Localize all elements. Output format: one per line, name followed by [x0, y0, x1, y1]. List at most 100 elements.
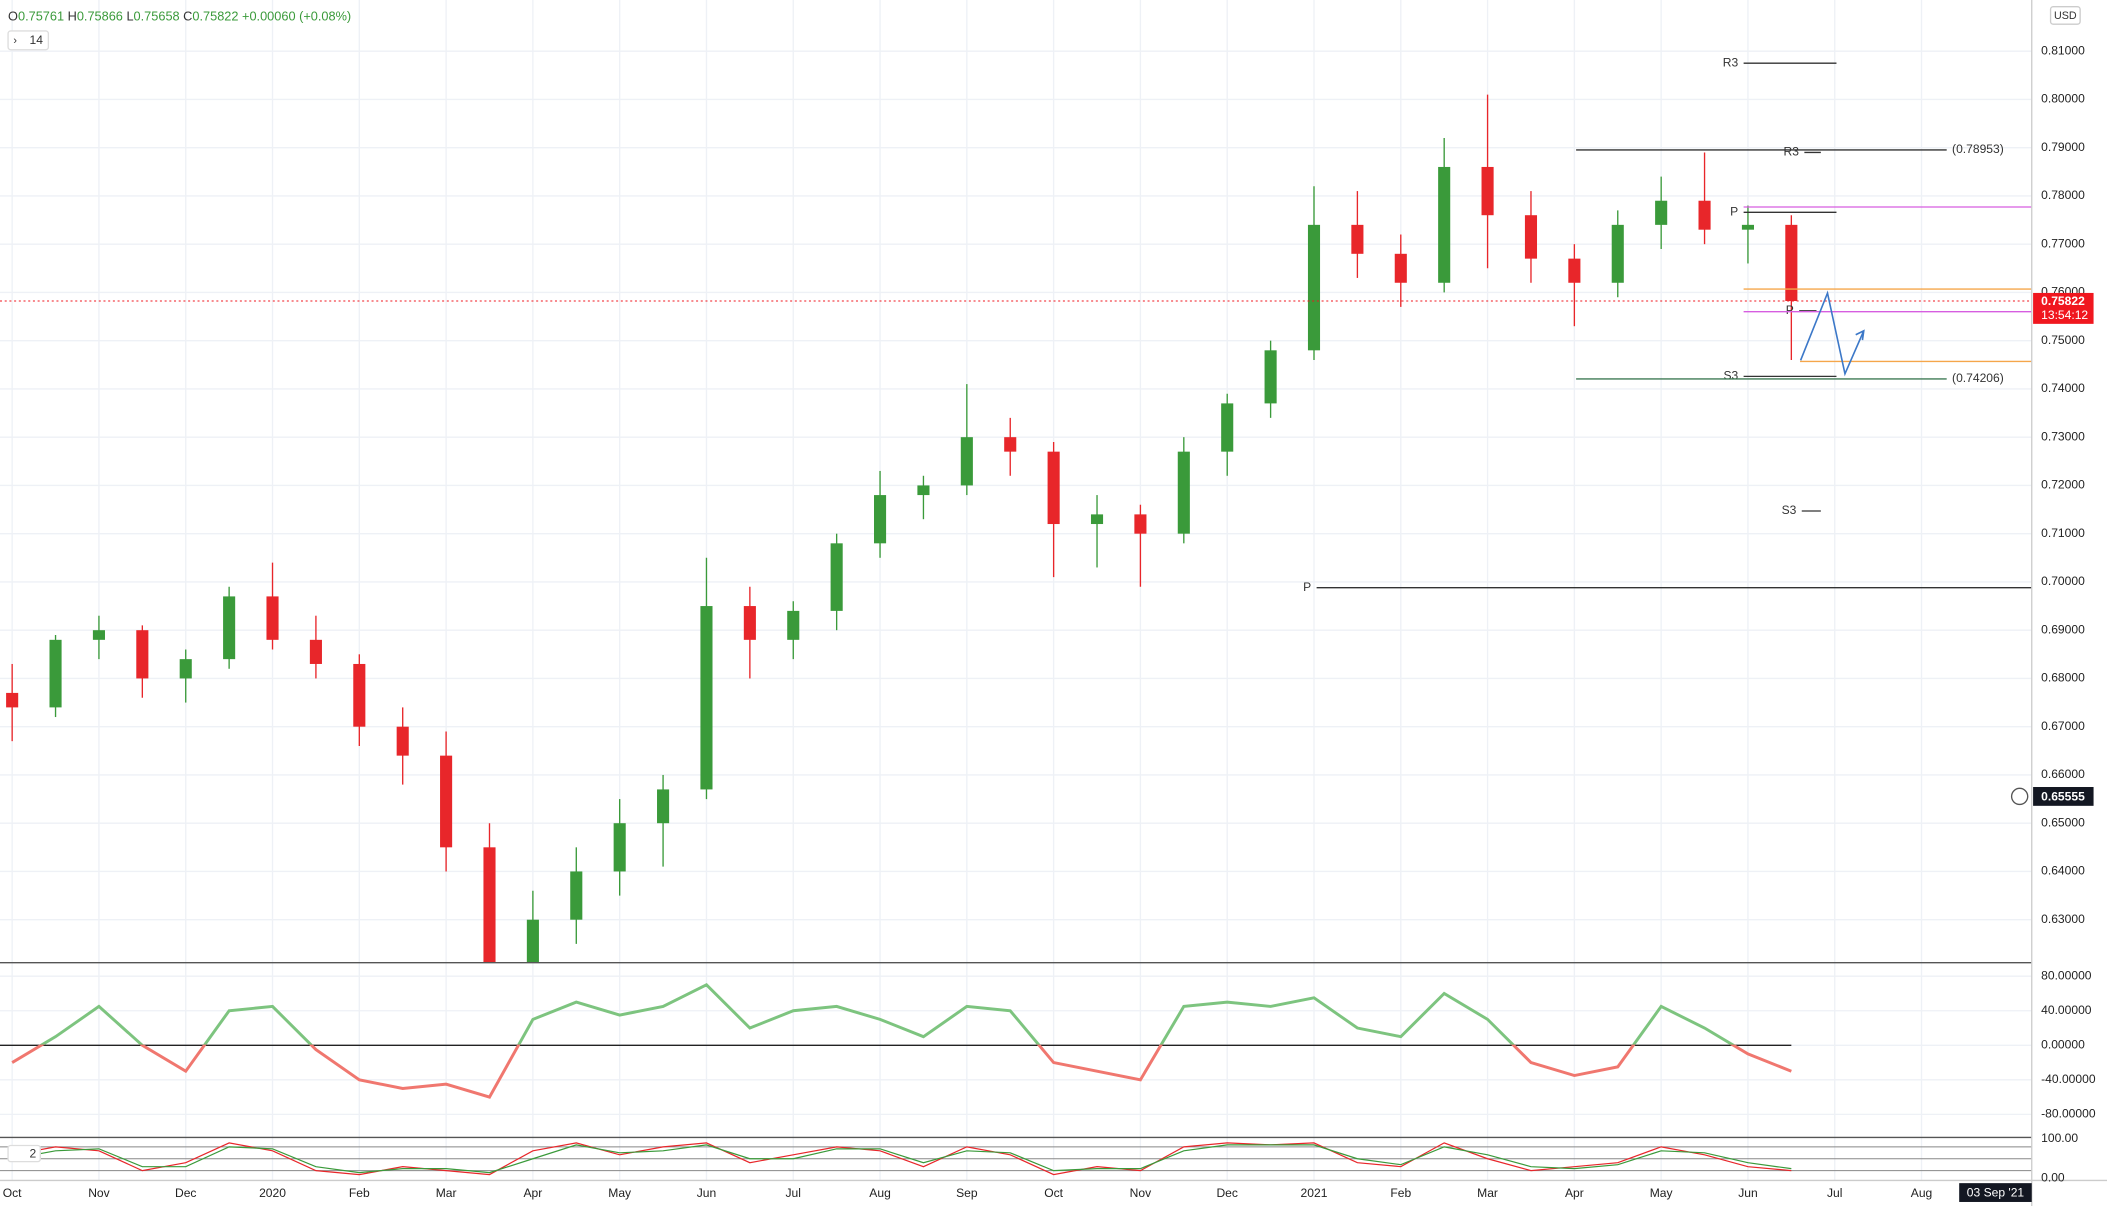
- y-tick-label: 0.79000: [2041, 140, 2085, 154]
- y-tick-label: 0.73000: [2041, 429, 2085, 443]
- x-tick-label: Nov: [1130, 1186, 1151, 1200]
- x-tick-label: Nov: [88, 1186, 109, 1200]
- stoch-label-box: [7, 1144, 41, 1163]
- candle-body: [1177, 451, 1190, 534]
- candle-body: [136, 630, 149, 679]
- candle-body: [1524, 215, 1538, 259]
- y-tick-label: 0.67000: [2041, 719, 2085, 733]
- candle-body: [1741, 224, 1754, 230]
- y-tick-label: 0.70000: [2041, 574, 2085, 588]
- stoch-tick-label: 100.00: [2041, 1131, 2078, 1145]
- stoch-tick-label: 0.00: [2041, 1171, 2065, 1185]
- x-tick-label: Jun: [697, 1186, 716, 1200]
- change-pct: (+0.08%): [299, 9, 351, 24]
- x-tick-label: 2020: [259, 1186, 286, 1200]
- y-tick-label: 0.71000: [2041, 526, 2085, 540]
- y-tick-label: 0.66000: [2041, 767, 2085, 781]
- oscillator-line-positive: [39, 983, 1736, 1045]
- stochastic-panel: 2: [0, 1142, 2032, 1176]
- x-tick-label: Dec: [175, 1186, 196, 1200]
- candle-body: [1568, 258, 1581, 283]
- candle-body: [1264, 350, 1277, 404]
- osc-tick-label: -40.00000: [2041, 1072, 2096, 1086]
- candle-body: [1134, 514, 1147, 534]
- ohlc-key: H: [68, 9, 77, 24]
- x-tick-label: May: [608, 1186, 632, 1200]
- ohlc-header: O0.75761 H0.75866 L0.75658 C0.75822 +0.0…: [8, 9, 355, 24]
- indicator-label: 14: [30, 33, 44, 47]
- indicator-box[interactable]: [7, 30, 50, 51]
- level-label: P: [1786, 303, 1794, 317]
- candle-body: [960, 437, 973, 486]
- level-label: P: [1730, 204, 1738, 218]
- level-label: R3: [1784, 145, 1800, 159]
- level-label: S3: [1782, 503, 1797, 517]
- x-tick-label: Mar: [436, 1186, 457, 1200]
- candle-body: [830, 543, 843, 611]
- ohlc-key: O: [8, 9, 18, 24]
- osc-tick-label: -80.00000: [2041, 1107, 2096, 1121]
- x-tick-label: Dec: [1216, 1186, 1237, 1200]
- y-tick-label: 0.69000: [2041, 622, 2085, 636]
- crosshair-button[interactable]: [2010, 787, 2029, 806]
- x-tick-label: Aug: [1911, 1186, 1932, 1200]
- candle-body: [440, 755, 453, 848]
- candle-body: [1351, 224, 1364, 254]
- x-tick-label: Mar: [1477, 1186, 1498, 1200]
- x-tick-label: Feb: [1390, 1186, 1411, 1200]
- ohlc-value: 0.75866: [77, 9, 123, 24]
- level-label: (0.74206): [1952, 371, 2004, 385]
- candle-body: [309, 639, 322, 664]
- candle-body: [526, 919, 539, 963]
- ohlc-key: L: [126, 9, 133, 24]
- candle-body: [874, 495, 887, 544]
- x-tick-label: Jun: [1738, 1186, 1757, 1200]
- stoch-line: [12, 1142, 1792, 1176]
- candle-body: [657, 789, 670, 824]
- y-tick-label: 0.75000: [2041, 333, 2085, 347]
- candle-body: [223, 596, 236, 660]
- candle-body: [6, 692, 19, 708]
- candle-body: [92, 630, 105, 640]
- ohlc-key: C: [183, 9, 192, 24]
- candle-body: [1090, 514, 1104, 525]
- change: +0.00060: [242, 9, 296, 24]
- y-tick-label: 0.63000: [2041, 912, 2085, 926]
- candle-body: [1481, 166, 1494, 216]
- osc-tick-label: 40.00000: [2041, 1003, 2092, 1017]
- candle-body: [1698, 200, 1711, 230]
- grid: [0, 0, 2032, 1181]
- candle-body: [1307, 224, 1321, 351]
- osc-tick-label: 80.00000: [2041, 968, 2092, 982]
- x-tick-label: Jul: [1827, 1186, 1842, 1200]
- candle-body: [917, 485, 930, 496]
- y-tick-label: 0.74000: [2041, 381, 2085, 395]
- level-label: P: [1303, 580, 1311, 594]
- currency-box[interactable]: [2049, 6, 2081, 25]
- level-label: R3: [1723, 55, 1739, 69]
- crosshair-price-label: 0.65555: [2041, 789, 2085, 803]
- x-tick-label: May: [1650, 1186, 1674, 1200]
- candle-body: [396, 726, 409, 756]
- crosshair-date-box: [1959, 1183, 2032, 1202]
- candle-body: [1611, 224, 1624, 283]
- candle-body: [1047, 451, 1060, 525]
- y-tick-label: 0.65000: [2041, 815, 2085, 829]
- legend-header: O0.75761 H0.75866 L0.75658 C0.75822 +0.0…: [8, 9, 355, 24]
- oscillator-panel: [0, 983, 1792, 1099]
- candle-body: [266, 596, 279, 640]
- y-tick-label: 0.77000: [2041, 236, 2085, 250]
- x-tick-label: Feb: [349, 1186, 370, 1200]
- y-tick-label: 0.64000: [2041, 864, 2085, 878]
- candle-body: [483, 847, 496, 963]
- x-tick-label: Oct: [3, 1186, 22, 1200]
- candle-body: [570, 871, 583, 920]
- x-tick-label: Apr: [1565, 1186, 1584, 1200]
- price-panel: R3 R3 P P S3 S3 P (0.78953) (0.74206): [0, 55, 2032, 963]
- candle-body: [1785, 224, 1798, 302]
- stoch-label: 2: [30, 1146, 37, 1160]
- indicator-arrow: ›: [13, 35, 17, 47]
- y-tick-label: 0.81000: [2041, 43, 2085, 57]
